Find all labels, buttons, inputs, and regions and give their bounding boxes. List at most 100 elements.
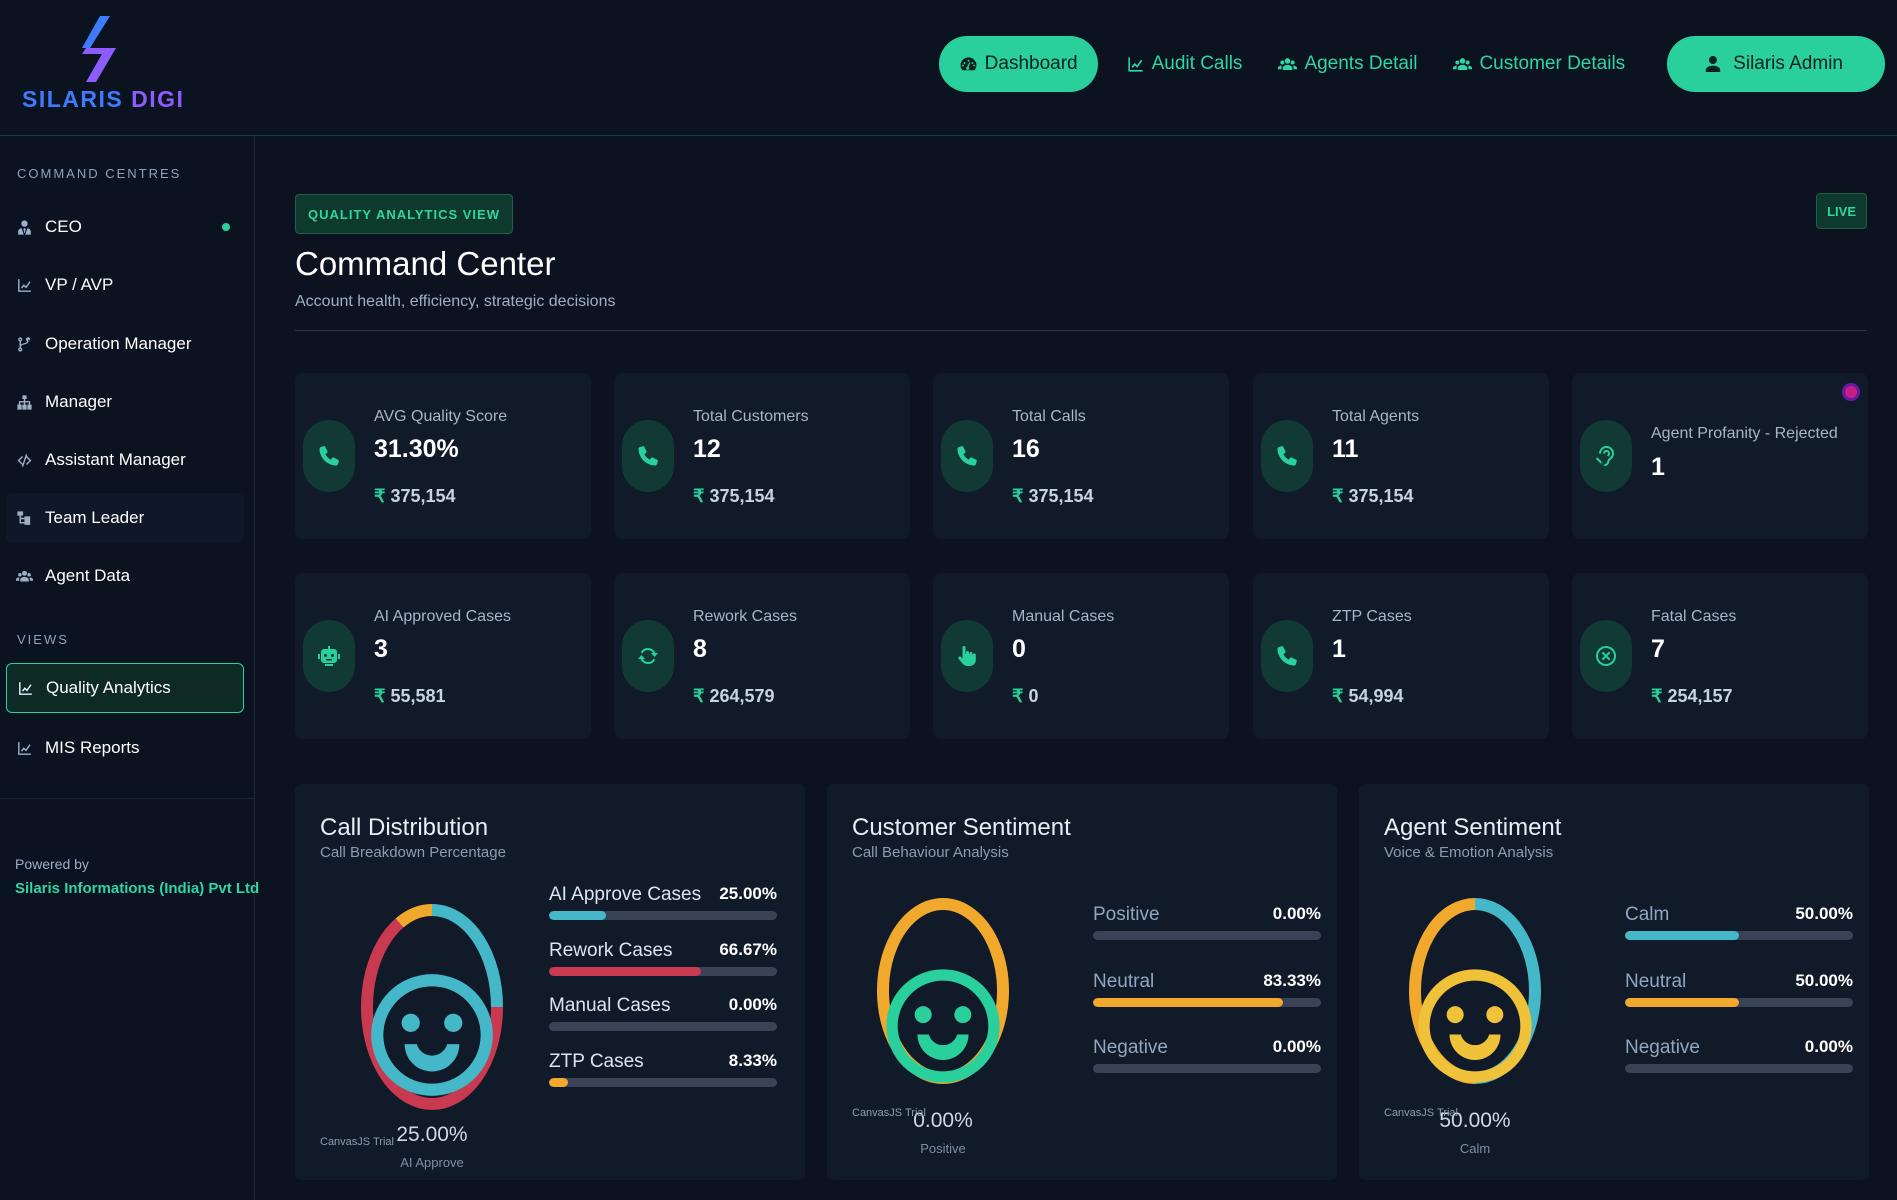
dashboard-icon: [959, 55, 978, 74]
rupee-icon: ₹: [1012, 486, 1024, 506]
legend-item: ZTP Cases 8.33%: [549, 1051, 777, 1087]
stat-label: Rework Cases: [693, 608, 798, 625]
nav-agents-detail[interactable]: Agents Detail: [1260, 36, 1435, 92]
rupee-icon: ₹: [1012, 686, 1024, 706]
user-menu-button[interactable]: Silaris Admin: [1667, 36, 1885, 92]
sidebar-item-label: Manager: [45, 392, 113, 411]
refresh-icon: [622, 620, 674, 692]
top-nav: Dashboard Audit Calls Agents Detail Cust…: [938, 36, 1885, 92]
sidebar-item-assistant-manager[interactable]: Assistant Manager: [6, 435, 244, 485]
sidebar-item-label: Quality Analytics: [46, 678, 171, 697]
donut-percent: 25.00%: [396, 1123, 468, 1146]
sidebar-item-vp-avp[interactable]: VP / AVP: [6, 260, 244, 310]
sidebar-item-label: Team Leader: [45, 508, 145, 527]
donut-chart[interactable]: 50.00% Calm: [1407, 896, 1543, 1156]
users-icon: [16, 568, 33, 585]
progress-track: [549, 1022, 777, 1031]
user-name: Silaris Admin: [1733, 53, 1843, 74]
progress-track: [1625, 998, 1853, 1007]
nav-customer-details[interactable]: Customer Details: [1435, 36, 1643, 92]
stat-card-ai-approved[interactable]: AI Approved Cases 3 ₹ 55,581: [295, 573, 591, 739]
chart-watermark: CanvasJS Trial: [1384, 1107, 1458, 1119]
sidebar-item-mis-reports[interactable]: MIS Reports: [6, 723, 244, 773]
panel-customer-sentiment: Customer Sentiment Call Behaviour Analys…: [827, 784, 1337, 1180]
progress-track: [549, 1078, 777, 1087]
panel-subtitle: Call Behaviour Analysis: [852, 844, 1009, 861]
nav-dashboard[interactable]: Dashboard: [938, 36, 1098, 92]
alert-dot: [1842, 383, 1860, 401]
progress-track: [549, 911, 777, 920]
legend-item: Rework Cases 66.67%: [549, 940, 777, 976]
donut-slice[interactable]: [431, 904, 503, 1008]
donut-chart[interactable]: 25.00% AI Approve: [359, 902, 505, 1170]
smile-icon: [875, 958, 1011, 1094]
stat-card-fatal[interactable]: Fatal Cases 7 ₹ 254,157: [1572, 573, 1868, 739]
sidebar-item-operation-manager[interactable]: Operation Manager: [6, 319, 244, 369]
chart-watermark: CanvasJS Trial: [852, 1107, 926, 1119]
view-badge: QUALITY ANALYTICS VIEW: [295, 194, 513, 234]
donut-slice[interactable]: [395, 904, 433, 928]
sidebar-item-label: Agent Data: [45, 566, 131, 585]
progress-track: [1625, 931, 1853, 940]
stat-value: 11: [1332, 435, 1359, 463]
smile-icon: [1407, 958, 1543, 1094]
stat-value: 7: [1651, 635, 1665, 663]
progress-track: [549, 967, 777, 976]
stat-amount: ₹ 375,154: [693, 486, 775, 506]
rupee-icon: ₹: [1332, 486, 1344, 506]
stat-card-total-agents[interactable]: Total Agents 11 ₹ 375,154: [1253, 373, 1549, 539]
page-title: Command Center: [295, 245, 556, 282]
stat-amount: ₹ 375,154: [1012, 486, 1094, 506]
logo-mark-icon: [82, 16, 116, 82]
logo-text: SILARIS DIGI: [22, 86, 185, 112]
stat-amount: ₹ 0: [1012, 686, 1039, 706]
stat-card-total-calls[interactable]: Total Calls 16 ₹ 375,154: [933, 373, 1229, 539]
sidebar-item-quality-analytics[interactable]: Quality Analytics: [6, 663, 244, 713]
stat-label: AI Approved Cases: [374, 608, 511, 625]
donut-center: 25.00% AI Approve: [359, 962, 505, 1170]
sidebar-item-label: VP / AVP: [45, 275, 114, 294]
stat-value: 31.30%: [374, 435, 459, 463]
legend-item: Neutral 83.33%: [1093, 971, 1321, 1007]
stat-label: ZTP Cases: [1332, 608, 1412, 625]
sidebar-item-manager[interactable]: Manager: [6, 377, 244, 427]
stat-card-agent-profanity[interactable]: Agent Profanity - Rejected 1: [1572, 373, 1868, 539]
nav-audit-calls[interactable]: Audit Calls: [1108, 36, 1261, 92]
nav-audit-calls-label: Audit Calls: [1151, 53, 1243, 74]
company-link[interactable]: Silaris Informations (India) Pvt Ltd: [15, 880, 260, 897]
stat-label: Total Agents: [1332, 408, 1420, 425]
hand-pointer-icon: [941, 620, 993, 692]
sidebar-item-team-leader[interactable]: Team Leader: [6, 493, 244, 543]
stat-card-total-customers[interactable]: Total Customers 12 ₹ 375,154: [614, 373, 910, 539]
stat-card-ztp[interactable]: ZTP Cases 1 ₹ 54,994: [1253, 573, 1549, 739]
panel-subtitle: Call Breakdown Percentage: [320, 844, 506, 861]
title-divider: [295, 330, 1867, 331]
ear-icon: [1580, 420, 1632, 492]
page-subtitle: Account health, efficiency, strategic de…: [295, 293, 616, 310]
rupee-icon: ₹: [693, 686, 705, 706]
stat-amount: ₹ 254,157: [1651, 686, 1733, 706]
phone-icon: [941, 420, 993, 492]
stat-amount: ₹ 264,579: [693, 686, 775, 706]
sidebar-item-ceo[interactable]: CEO: [6, 202, 244, 252]
panel-title: Agent Sentiment: [1384, 814, 1562, 841]
panel-title: Call Distribution: [320, 814, 489, 841]
progress-fill: [1625, 998, 1739, 1007]
sidebar-item-agent-data[interactable]: Agent Data: [6, 551, 244, 601]
legend-item: Neutral 50.00%: [1625, 971, 1853, 1007]
rupee-icon: ₹: [1651, 686, 1663, 706]
panel-title: Customer Sentiment: [852, 814, 1071, 841]
stat-amount: ₹ 54,994: [1332, 686, 1404, 706]
stat-card-manual[interactable]: Manual Cases 0 ₹ 0: [933, 573, 1229, 739]
donut-chart[interactable]: 0.00% Positive: [875, 896, 1011, 1156]
stat-card-rework[interactable]: Rework Cases 8 ₹ 264,579: [614, 573, 910, 739]
stat-value: 0: [1012, 635, 1026, 663]
stat-card-avg-quality[interactable]: AVG Quality Score 31.30% ₹ 375,154: [295, 373, 591, 539]
donut-center: 0.00% Positive: [875, 958, 1011, 1156]
donut-label: AI Approve: [400, 1155, 464, 1170]
brand-logo[interactable]: SILARIS DIGI: [22, 16, 183, 116]
progress-track: [1093, 998, 1321, 1007]
user-tie-icon: [16, 219, 33, 236]
chart-line-icon: [16, 277, 33, 294]
stat-label: Agent Profanity - Rejected: [1651, 425, 1838, 442]
